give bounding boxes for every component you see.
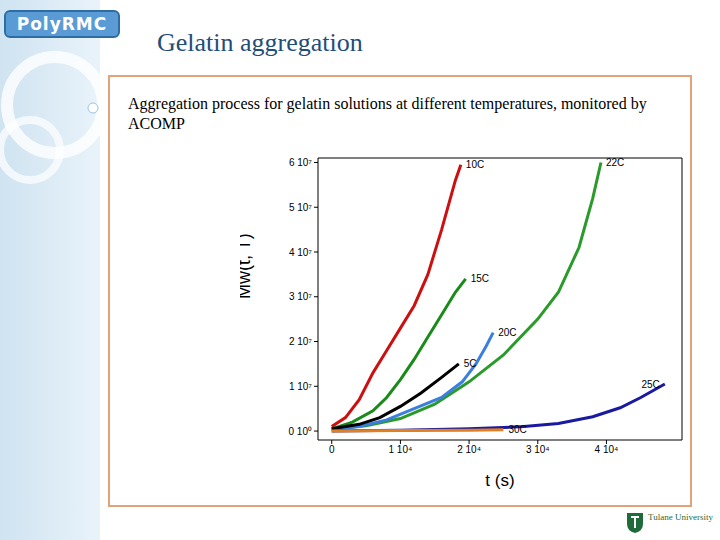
svg-text:2 10⁴: 2 10⁴ [457, 444, 481, 455]
html-text:Gelatin aggregation: Gelatin aggregation [157, 28, 363, 57]
html-text:PolyRMC: PolyRMC [16, 14, 108, 34]
svg-text:t (s): t (s) [485, 471, 514, 490]
svg-text:2 10⁷: 2 10⁷ [289, 336, 312, 347]
svg-text:0: 0 [329, 444, 335, 455]
svg-text:4 10⁷: 4 10⁷ [289, 247, 312, 258]
html-text:Aggregation process for gelati: Aggregation process for gelatin solution… [128, 95, 647, 132]
svg-text:1 10⁷: 1 10⁷ [289, 381, 312, 392]
svg-text:1 10⁴: 1 10⁴ [389, 444, 413, 455]
svg-text:0 10⁰: 0 10⁰ [289, 426, 312, 437]
svg-text:5C: 5C [464, 358, 477, 369]
svg-text:6 10⁷: 6 10⁷ [289, 157, 312, 168]
svg-text:4 10⁴: 4 10⁴ [595, 444, 619, 455]
svg-text:Mw(t, T): Mw(t, T) [240, 233, 254, 299]
svg-text:15C: 15C [471, 273, 489, 284]
svg-text:3 10⁷: 3 10⁷ [289, 291, 312, 302]
svg-text:25C: 25C [641, 379, 659, 390]
html-text:Tulane University: Tulane University [648, 512, 713, 522]
svg-text:5 10⁷: 5 10⁷ [289, 202, 312, 213]
svg-text:10C: 10C [466, 159, 484, 170]
svg-text:3 10⁴: 3 10⁴ [526, 444, 550, 455]
svg-text:30C: 30C [508, 424, 526, 435]
svg-text:20C: 20C [498, 327, 516, 338]
svg-text:22C: 22C [606, 157, 624, 168]
